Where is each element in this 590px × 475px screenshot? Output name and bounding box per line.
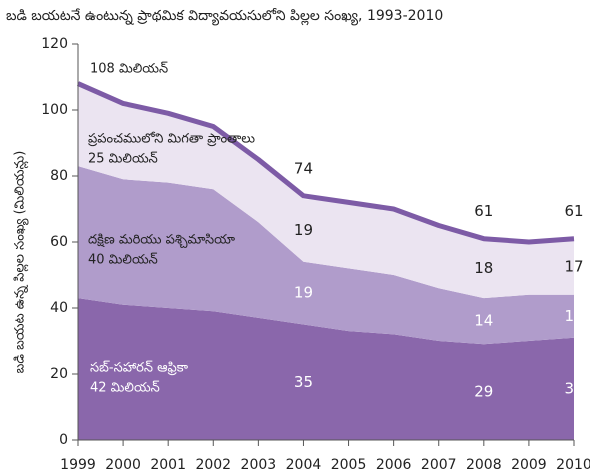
data-label: 18 <box>474 259 493 277</box>
area <box>78 83 574 299</box>
x-tick-label: 2009 <box>511 457 547 473</box>
y-tick-label: 0 <box>59 432 68 448</box>
total-line <box>76 81 575 245</box>
data-label: 13 <box>564 307 583 325</box>
chart-title: బడి బయటనే ఉంటున్న ప్రాథమిక విద్యావయసులోన… <box>6 8 443 26</box>
y-tick-label: 80 <box>50 168 68 184</box>
y-tick-label: 60 <box>50 234 68 250</box>
x-tick-label: 2006 <box>376 457 412 473</box>
series-name: సబ్-సహారన్ ఆఫ్రికా <box>90 361 189 376</box>
x-tick-label: 2001 <box>150 457 186 473</box>
series-name: ప్రపంచములోని మిగతా ప్రాంతాలు <box>87 132 255 147</box>
data-label: 31 <box>564 379 583 397</box>
data-label: 61 <box>564 202 583 220</box>
y-tick-label: 120 <box>41 36 68 52</box>
x-tick-label: 2005 <box>331 457 367 473</box>
x-tick-label: 2003 <box>241 457 277 473</box>
data-label: 19 <box>294 284 313 302</box>
data-label: 14 <box>474 312 493 330</box>
x-tick-label: 2002 <box>195 457 231 473</box>
series-note: 25 మిలియన్ <box>88 152 158 167</box>
x-tick-label: 2000 <box>105 457 141 473</box>
area <box>78 298 574 440</box>
data-label: 74 <box>294 159 313 177</box>
x-tick-label: 1999 <box>60 457 96 473</box>
x-tick-label: 2007 <box>421 457 457 473</box>
y-axis-label: బడి బయట ఉన్న పిల్లల సంఖ్య (మిలియన్లు) <box>13 151 30 374</box>
x-tick-label: 2008 <box>466 457 502 473</box>
annotation: 108 మిలియన్ <box>90 62 168 77</box>
data-label: 17 <box>564 257 583 275</box>
series-note: 42 మిలియన్ <box>90 381 160 396</box>
y-tick-label: 100 <box>41 102 68 118</box>
data-label: 19 <box>294 221 313 239</box>
y-tick-label: 20 <box>50 366 68 382</box>
data-label: 35 <box>294 373 313 391</box>
x-tick-label: 2010 <box>556 457 590 473</box>
area <box>78 166 574 345</box>
y-tick-label: 40 <box>50 300 68 316</box>
series-note: 40 మిలియన్ <box>88 253 158 268</box>
x-tick-label: 2004 <box>286 457 322 473</box>
series-name: దక్షిణ మరియు పశ్చిమాసియా <box>88 233 235 249</box>
data-label: 61 <box>474 202 493 220</box>
data-label: 29 <box>474 383 493 401</box>
